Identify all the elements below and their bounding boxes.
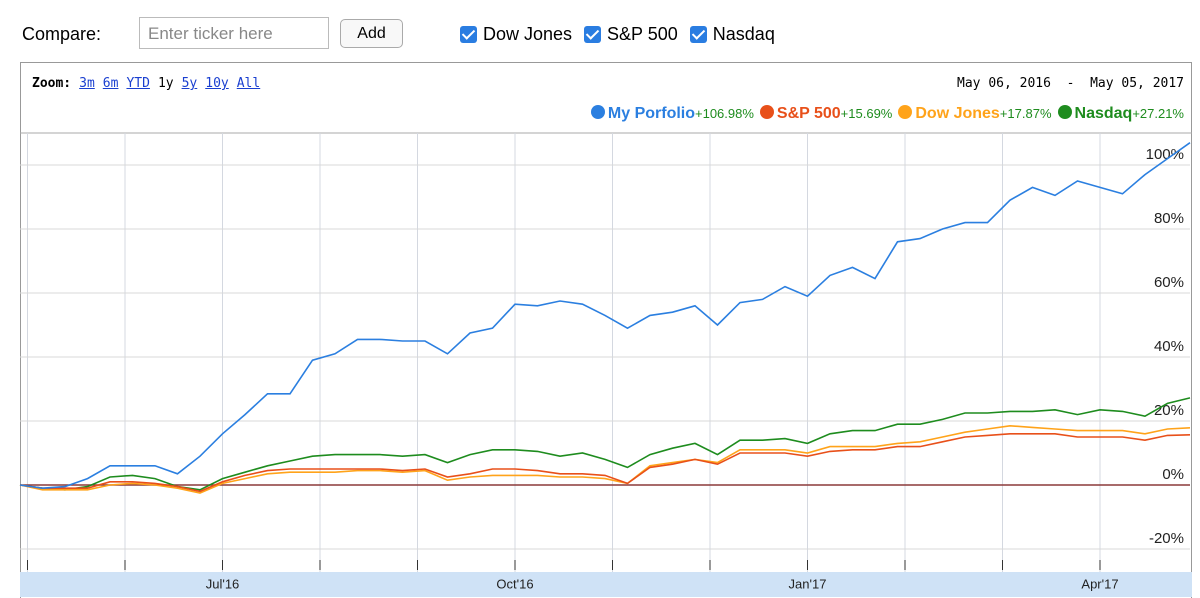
zoom-option[interactable]: 10y <box>205 76 229 91</box>
series-line <box>19 424 1191 494</box>
x-tick-label: Apr'17 <box>1081 576 1118 591</box>
y-tick-label: -20% <box>1149 530 1184 547</box>
checkbox[interactable] <box>584 26 602 43</box>
checkbox-item[interactable]: Nasdaq <box>689 24 775 44</box>
compare-label: Compare: <box>22 24 102 44</box>
zoom-option[interactable]: All <box>236 76 261 91</box>
checkbox[interactable] <box>689 26 707 43</box>
legend-change: +27.21% <box>1132 106 1184 121</box>
date-range: May 06, 2016 - May 05, 2017 <box>957 76 1184 91</box>
x-tick-label: Jul'16 <box>206 576 240 591</box>
chart-frame <box>20 62 1192 598</box>
legend-name: My Porfolio <box>607 105 695 122</box>
checkbox-item[interactable]: S&P 500 <box>584 24 678 44</box>
legend-item: My Porfolio+106.98% <box>590 105 760 122</box>
checkbox[interactable] <box>460 26 477 43</box>
legend-dot <box>590 105 605 119</box>
checkbox-label: Dow Jones <box>483 24 573 44</box>
range-start: May 06, 2016 <box>957 76 1051 91</box>
zoom-option: 1y <box>157 76 174 91</box>
legend-dot <box>759 105 774 119</box>
x-tick-label: Oct'16 <box>496 576 533 591</box>
legend-change: +17.87% <box>999 106 1052 121</box>
zoom-label: Zoom: <box>32 76 72 91</box>
series-line <box>19 397 1191 491</box>
legend-change: +106.98% <box>695 106 754 121</box>
legend-item: Dow Jones+17.87% <box>898 105 1057 122</box>
zoom-option[interactable]: 3m <box>79 76 95 91</box>
ticker-input[interactable]: Enter ticker here <box>139 17 329 49</box>
y-tick-label: 0% <box>1162 466 1184 483</box>
range-separator: - <box>1066 76 1075 91</box>
checkbox-item[interactable]: Dow Jones <box>460 24 572 44</box>
series-line <box>19 433 1191 493</box>
legend-dot <box>898 105 913 119</box>
toolbar: Compare: Enter ticker here Add Dow Jones… <box>0 0 1200 60</box>
y-tick-label: 40% <box>1154 338 1184 355</box>
legend-item: S&P 500+15.69% <box>759 105 898 122</box>
legend-change: +15.69% <box>840 106 893 121</box>
x-axis-band <box>20 572 1192 597</box>
x-tick-label: Jan'17 <box>789 576 827 591</box>
legend-name: S&P 500 <box>776 105 841 122</box>
legend-name: Nasdaq <box>1074 105 1133 122</box>
add-button[interactable]: Add <box>340 19 403 48</box>
legend-dot <box>1057 105 1072 119</box>
legend-item: Nasdaq+27.21% <box>1057 105 1190 122</box>
legend: My Porfolio+106.98% S&P 500+15.69% Dow Jon… <box>590 105 1190 123</box>
checkbox-group: Dow Jones S&P 500 Nasdaq <box>460 24 787 45</box>
legend-name: Dow Jones <box>915 105 1000 122</box>
zoom-option[interactable]: 6m <box>102 76 119 91</box>
y-tick-label: 60% <box>1154 274 1184 291</box>
zoom-option[interactable]: YTD <box>126 76 150 91</box>
y-tick-label: 20% <box>1154 402 1184 419</box>
range-end: May 05, 2017 <box>1090 76 1184 91</box>
series-line <box>19 142 1191 490</box>
checkbox-label: Nasdaq <box>712 24 775 44</box>
checkbox-label: S&P 500 <box>607 24 678 44</box>
y-tick-label: 80% <box>1154 210 1184 227</box>
zoom-bar: Zoom: 3m 6m YTD 1y 5y 10y All <box>32 76 260 91</box>
zoom-option[interactable]: 5y <box>181 76 198 91</box>
y-tick-label: 100% <box>1146 146 1184 163</box>
